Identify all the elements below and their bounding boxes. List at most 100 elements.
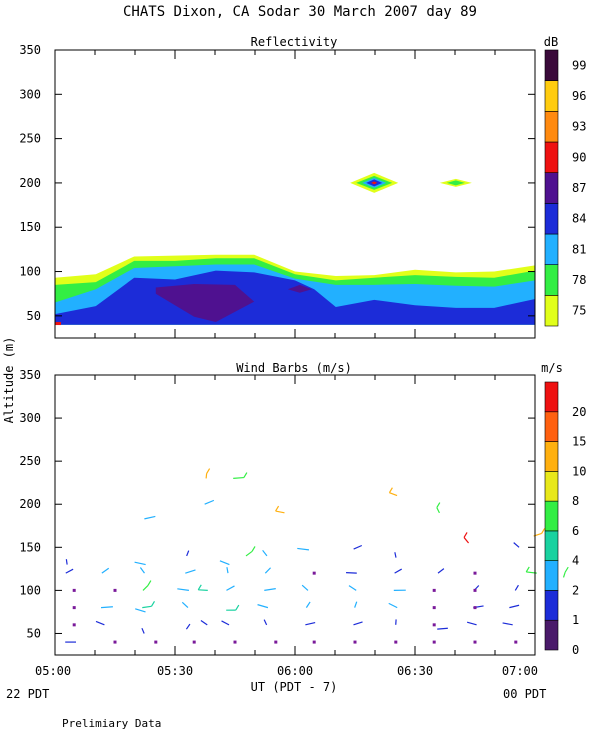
- wind-barb: [185, 623, 191, 630]
- wind-barb: [139, 567, 145, 574]
- calm-point: [473, 571, 477, 575]
- y-tick-label: 350: [19, 43, 41, 57]
- y-tick-label: 100: [19, 265, 41, 279]
- wind-barb-flag: [525, 566, 530, 573]
- wind-barb: [204, 499, 215, 505]
- wind-barb-flag: [251, 546, 256, 552]
- wind-barb: [513, 542, 520, 548]
- wind-barb: [502, 622, 513, 626]
- wind-colorbar: 0 1 2 4 6 8 10 15 20: [544, 381, 586, 657]
- calm-point: [353, 640, 357, 644]
- wind-frame: [54, 374, 536, 656]
- wind-barb: [185, 569, 196, 574]
- y-tick-label: 200: [19, 497, 41, 511]
- calm-point: [312, 571, 316, 575]
- colorbar-label: 84: [572, 212, 586, 226]
- wind-barb: [275, 510, 285, 514]
- colorbar-swatch: [544, 471, 559, 502]
- wind-barb: [301, 584, 309, 591]
- calm-point: [473, 588, 477, 592]
- wind-barb: [233, 476, 244, 479]
- colorbar-label: 0: [572, 643, 579, 657]
- colorbar-label: 15: [572, 435, 586, 449]
- reflectivity-colorbar: 75 78 81 84 87 90 93 96 99: [544, 49, 586, 327]
- colorbar-label: 87: [572, 181, 586, 195]
- colorbar-swatch: [544, 111, 559, 143]
- wind-barb: [394, 552, 397, 558]
- calm-point: [432, 640, 436, 644]
- wind-barb: [186, 550, 190, 557]
- colorbar-label: 8: [572, 494, 579, 508]
- wind-barb: [264, 567, 272, 574]
- wind-barb: [226, 567, 229, 574]
- wind-barb: [205, 473, 208, 479]
- wind-barb: [262, 549, 268, 557]
- y-tick-label: 150: [19, 540, 41, 554]
- reflectivity-colorbar-unit: dB: [544, 35, 558, 49]
- wind-barb: [198, 589, 208, 591]
- wind-barb: [134, 561, 146, 566]
- colorbar-swatch: [544, 49, 559, 81]
- colorbar-swatch: [544, 590, 559, 621]
- wind-barb: [305, 601, 311, 608]
- calm-point: [274, 640, 278, 644]
- wind-barb: [257, 604, 269, 609]
- colorbar-swatch: [544, 233, 559, 265]
- colorbar-swatch: [544, 500, 559, 532]
- reflectivity-patch: [155, 283, 255, 323]
- colorbar-label: 75: [572, 304, 586, 318]
- y-tick-label: 300: [19, 87, 41, 101]
- wind-barb: [181, 601, 189, 609]
- wind-barbs: [65, 468, 569, 644]
- wind-barb: [463, 537, 470, 544]
- colorbar-swatch: [544, 530, 559, 561]
- colorbar-label: 81: [572, 242, 586, 256]
- reflectivity-axes: 50 100 150 200 250 300 350: [19, 43, 536, 338]
- wind-barb: [65, 559, 68, 565]
- y-tick-label: 50: [27, 309, 41, 323]
- reflectivity-echo: [371, 181, 378, 185]
- y-axis-label: Altitude (m): [2, 337, 16, 424]
- calm-point: [432, 623, 436, 627]
- colorbar-swatch: [544, 295, 559, 327]
- colorbar-label: 2: [572, 583, 579, 597]
- wind-barb: [514, 584, 519, 591]
- colorbar-swatch: [544, 560, 559, 591]
- reflectivity-title: Reflectivity: [251, 35, 338, 49]
- calm-point: [154, 640, 158, 644]
- wind-barb: [219, 560, 230, 566]
- colorbar-label: 20: [572, 405, 586, 419]
- reflectivity-layer-84db: [55, 270, 535, 325]
- wind-barb: [263, 619, 268, 626]
- x-axis-label: UT (PDT - 7): [251, 680, 338, 694]
- wind-barb: [142, 605, 152, 609]
- right-date-label: 00 PDT: [503, 687, 546, 701]
- colorbar-swatch: [544, 619, 559, 651]
- wind-barb: [144, 515, 156, 520]
- wind-barb: [437, 568, 445, 574]
- colorbar-swatch: [544, 381, 559, 413]
- colorbar-swatch: [544, 441, 559, 472]
- wind-barb-flag: [564, 566, 569, 573]
- calm-point: [432, 606, 436, 610]
- preliminary-note: Prelimiary Data: [62, 717, 161, 730]
- y-tick-label: 50: [27, 626, 41, 640]
- colorbar-label: 96: [572, 89, 586, 103]
- reflectivity-contours: [55, 172, 535, 326]
- calm-point: [312, 640, 316, 644]
- colorbar-label: 4: [572, 554, 579, 568]
- figure-title: CHATS Dixon, CA Sodar 30 March 2007 day …: [123, 4, 477, 20]
- wind-barb: [562, 571, 566, 578]
- calm-point: [113, 588, 117, 592]
- wind-panel: Wind Barbs (m/s) 5010015020025030035005:…: [19, 361, 586, 678]
- wind-barb-flag: [206, 468, 211, 474]
- wind-barb: [348, 585, 357, 591]
- calm-point: [113, 640, 117, 644]
- wind-barb: [100, 606, 113, 609]
- y-tick-label: 150: [19, 220, 41, 234]
- x-tick-label: 05:30: [157, 664, 193, 678]
- wind-barb-flag: [150, 600, 156, 607]
- wind-barb: [65, 568, 74, 574]
